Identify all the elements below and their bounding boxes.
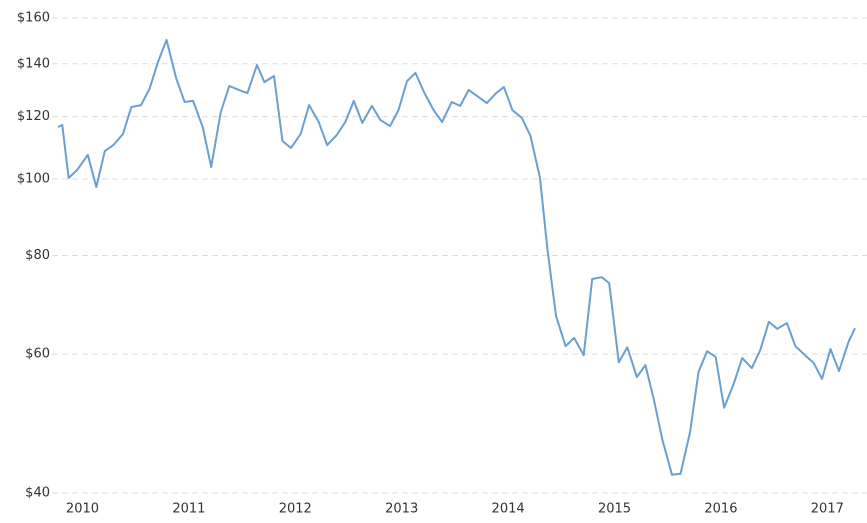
y-tick-label: $100 bbox=[17, 172, 50, 187]
y-tick-label: $40 bbox=[25, 486, 50, 501]
y-tick-label: $140 bbox=[17, 56, 50, 71]
x-tick-label: 2014 bbox=[492, 502, 525, 517]
y-tick-label: $160 bbox=[17, 11, 50, 26]
y-tick-label: $60 bbox=[25, 347, 50, 362]
x-tick-label: 2016 bbox=[704, 502, 737, 517]
x-tick-label: 2011 bbox=[172, 502, 205, 517]
x-tick-label: 2015 bbox=[598, 502, 631, 517]
y-tick-label: $80 bbox=[25, 248, 50, 263]
line bbox=[57, 38, 856, 476]
x-tick-label: 2010 bbox=[66, 502, 99, 517]
y-tick-label: $120 bbox=[17, 109, 50, 124]
x-tick-label: 2017 bbox=[811, 502, 844, 517]
x-tick-label: 2013 bbox=[385, 502, 418, 517]
x-tick-label: 2012 bbox=[279, 502, 312, 517]
